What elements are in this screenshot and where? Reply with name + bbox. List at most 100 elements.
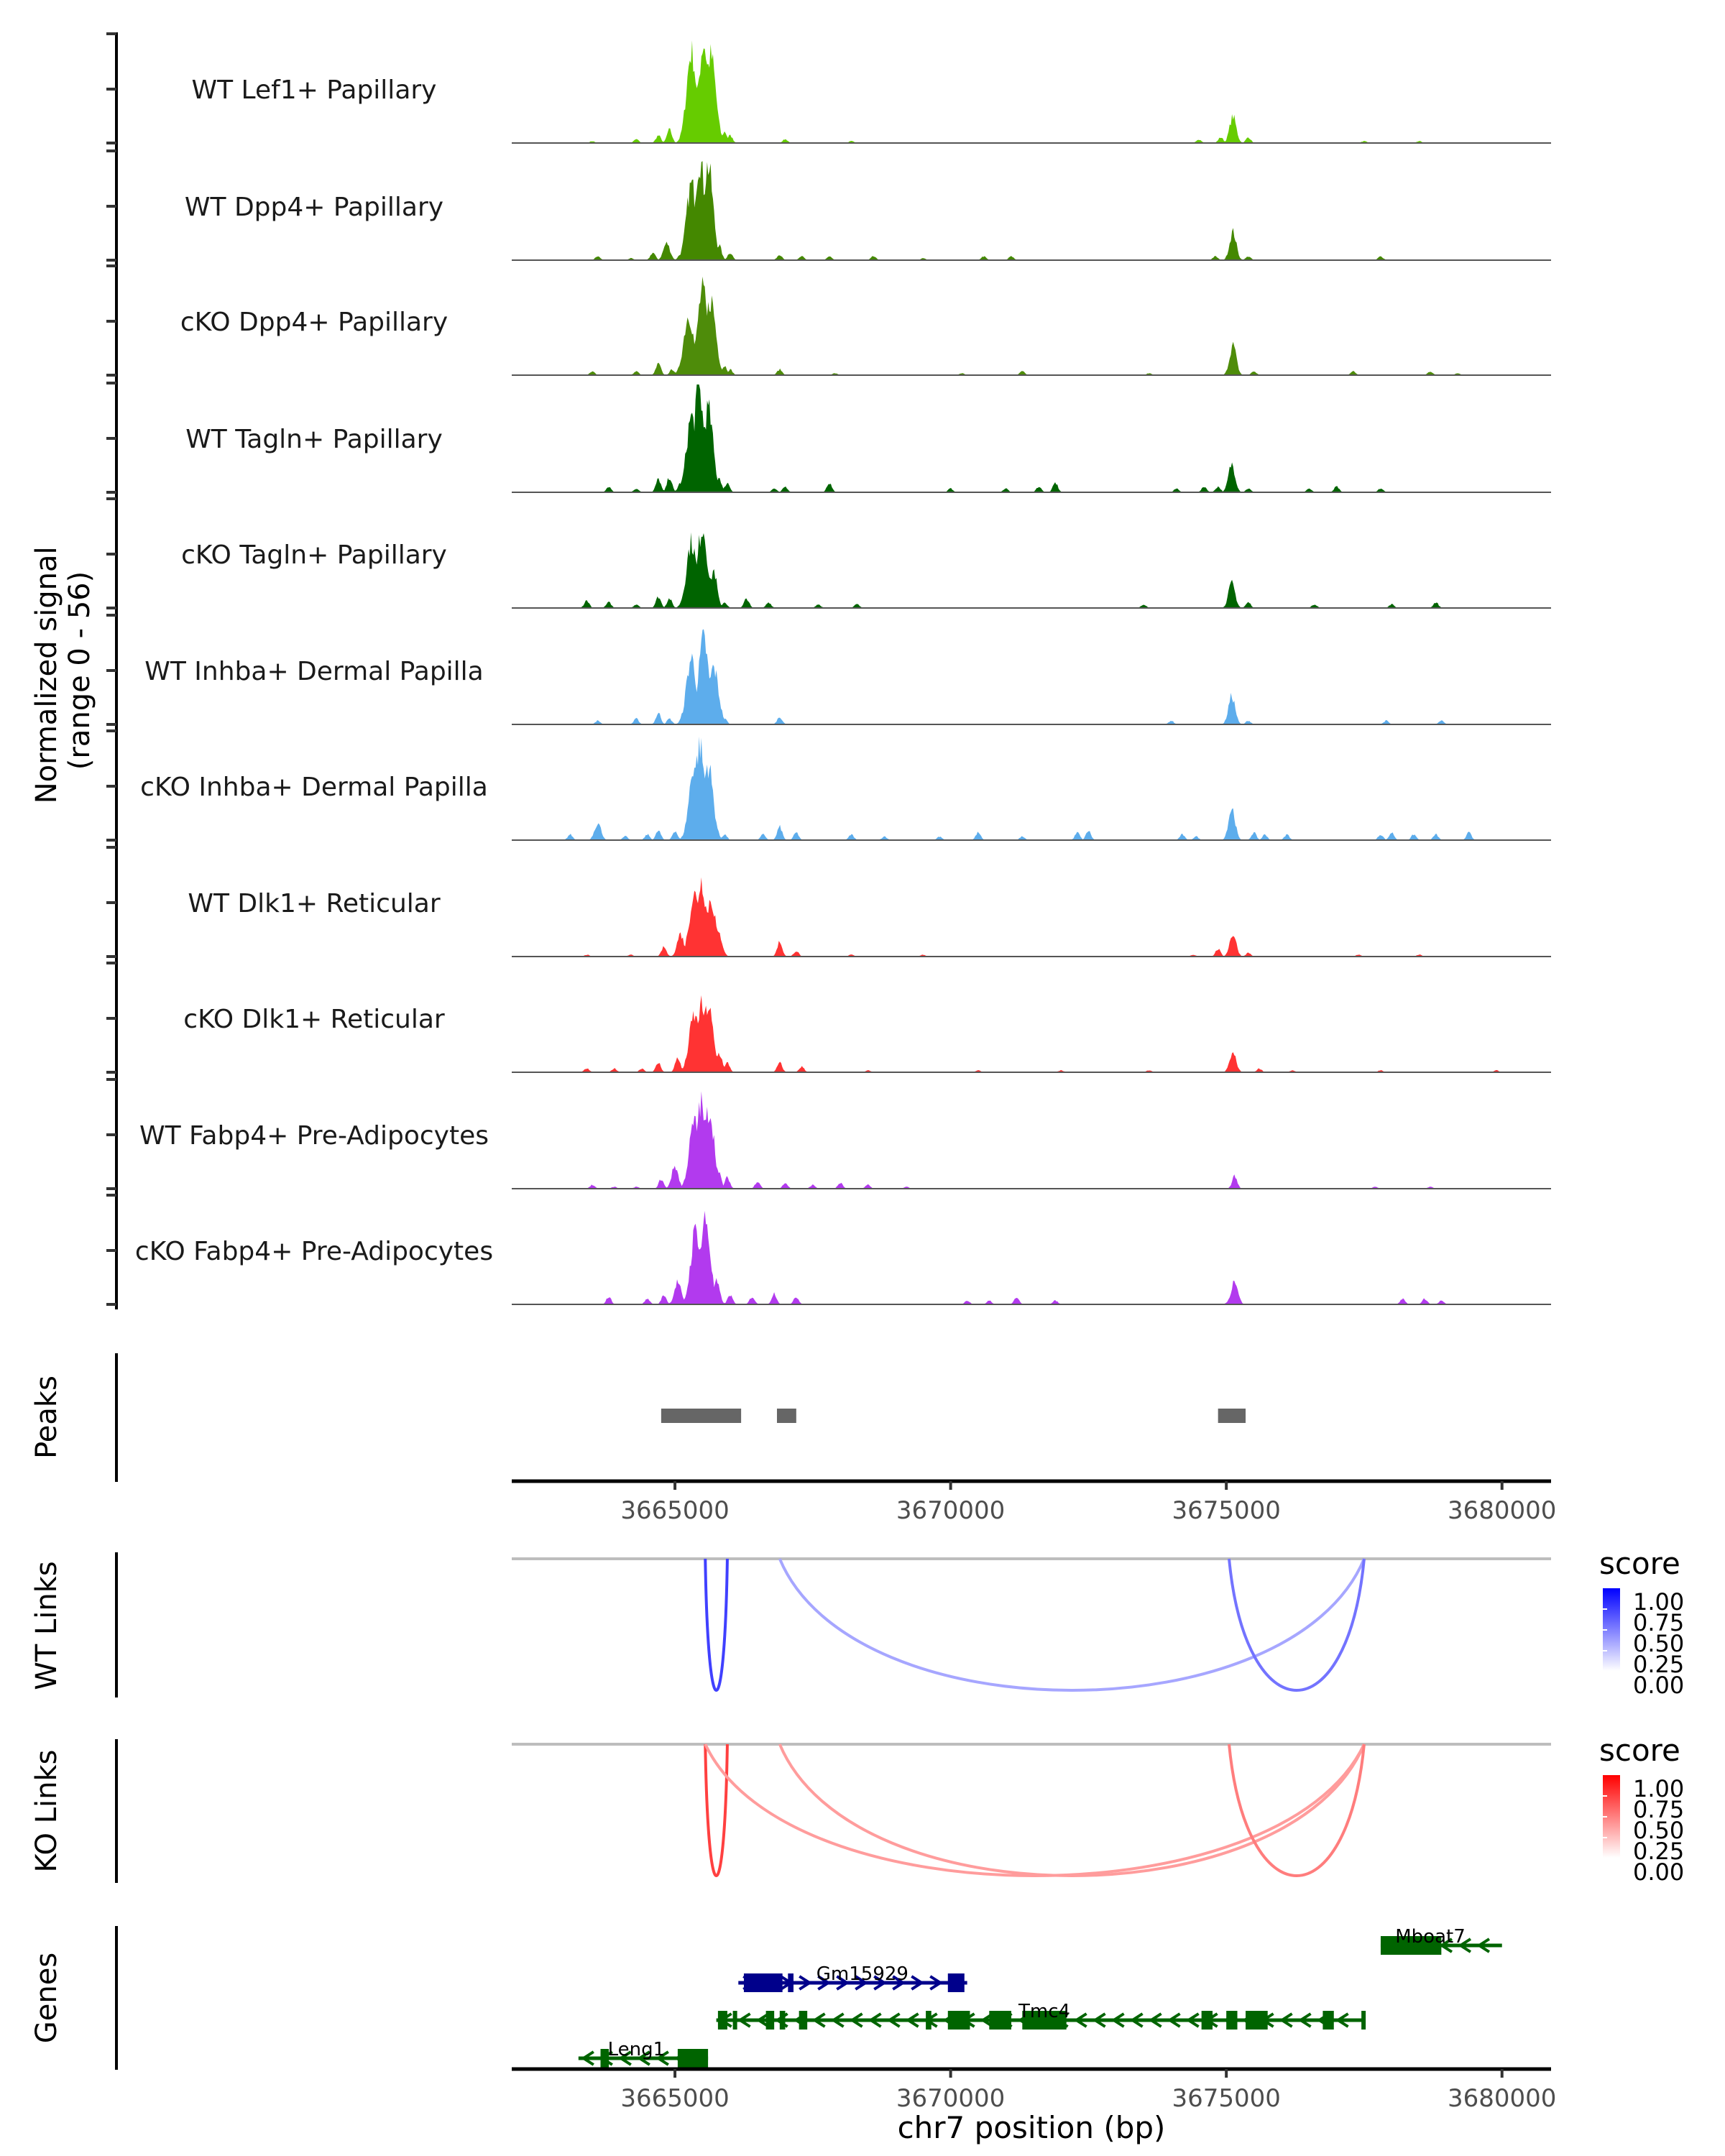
coverage-track: cKO Inhba+ Dermal Papilla	[140, 736, 1551, 841]
legend-tick-label: 0.75	[1633, 1796, 1684, 1823]
gene-label: Tmc4	[1018, 2001, 1070, 2022]
wt-links-legend: score 1.000.750.500.250.00	[1599, 1546, 1684, 1699]
gene-exon	[732, 2011, 737, 2030]
strand-chevron-icon	[1092, 2012, 1106, 2028]
gene-models: Mboat7 Gm15929 Tmc4 Leng1	[578, 1926, 1502, 2068]
track-label: WT Dpp4+ Papillary	[185, 193, 443, 222]
link-arc	[704, 1743, 1366, 1877]
gene-exon	[1246, 2011, 1268, 2030]
coverage-track: WT Dpp4+ Papillary	[185, 161, 1551, 261]
gene-model: Tmc4	[716, 2001, 1366, 2030]
track-label: cKO Inhba+ Dermal Papilla	[140, 773, 488, 802]
x-tick-label: 3680000	[1448, 1496, 1556, 1525]
coverage-y-ticks	[106, 32, 116, 1306]
strand-chevron-icon	[836, 1975, 850, 1991]
peaks-y-axis-title: Peaks	[30, 1376, 63, 1459]
ko-links-panel: KO Links score 1.000.750.500.250.00	[30, 1733, 1684, 1886]
coverage-area	[512, 532, 1551, 608]
coverage-track: cKO Fabp4+ Pre-Adipocytes	[135, 1210, 1551, 1305]
track-label: WT Dlk1+ Reticular	[188, 889, 440, 918]
strand-chevron-icon	[1167, 2012, 1181, 2028]
coverage-track: WT Dlk1+ Reticular	[188, 877, 1551, 957]
coverage-track: WT Inhba+ Dermal Papilla	[144, 629, 1551, 725]
gene-exon	[1380, 1936, 1442, 1955]
strand-chevron-icon	[1129, 2012, 1144, 2028]
x-axis-title: chr7 position (bp)	[898, 2110, 1166, 2145]
strand-chevron-icon	[1476, 1938, 1491, 1953]
coverage-y-axis-title-line2: (range 0 - 56)	[63, 571, 96, 770]
strand-chevron-icon	[1148, 2012, 1162, 2028]
strand-chevron-icon	[656, 2050, 669, 2066]
gene-exon	[717, 2011, 727, 2030]
track-label: cKO Dlk1+ Reticular	[183, 1005, 445, 1034]
legend-tick-label: 0.50	[1633, 1817, 1684, 1844]
strand-chevron-icon	[1185, 2012, 1200, 2028]
legend-title: score	[1599, 1733, 1680, 1768]
x-tick-label: 3675000	[1172, 1496, 1280, 1525]
track-label: cKO Fabp4+ Pre-Adipocytes	[135, 1237, 493, 1266]
strand-chevron-icon	[581, 2050, 594, 2066]
strand-chevron-icon	[1279, 2012, 1293, 2028]
gene-exon	[788, 1973, 794, 1992]
coverage-track: cKO Dlk1+ Reticular	[183, 995, 1551, 1073]
strand-chevron-icon	[1297, 2012, 1312, 2028]
strand-chevron-icon	[905, 2012, 919, 2028]
strand-chevron-icon	[737, 2012, 751, 2028]
peak-bar	[776, 1409, 796, 1423]
x-tick-label: 3665000	[620, 1496, 729, 1525]
gene-exon	[743, 1973, 783, 1992]
gene-exon	[1361, 2011, 1366, 2030]
wt-link-arcs	[704, 1558, 1366, 1692]
strand-chevron-icon	[637, 2050, 650, 2066]
track-label: WT Tagln+ Papillary	[185, 425, 443, 454]
legend-tick-label: 0.75	[1633, 1609, 1684, 1636]
coverage-panel: Normalized signal (range 0 - 56) WT Lef1…	[30, 32, 1551, 1309]
gene-exon	[926, 2011, 932, 2030]
legend-tick-label: 0.00	[1633, 1672, 1684, 1699]
genes-y-axis-title: Genes	[30, 1953, 63, 2043]
strand-chevron-icon	[1335, 2012, 1349, 2028]
gene-exon	[947, 2011, 970, 2030]
gene-exon	[1226, 2011, 1238, 2030]
strand-chevron-icon	[855, 1975, 868, 1991]
x-tick-label: 3680000	[1448, 2084, 1556, 2113]
coverage-y-axis-title-line1: Normalized signal	[30, 546, 63, 803]
coverage-track: WT Lef1+ Papillary	[192, 40, 1551, 144]
strand-chevron-icon	[849, 2012, 863, 2028]
genes-panel: Genes Mboat7 Gm15929 Tmc4 Leng1 3665000 3670…	[30, 1926, 1556, 2145]
track-label: cKO Dpp4+ Papillary	[180, 308, 448, 337]
strand-chevron-icon	[830, 2012, 845, 2028]
peak-bar	[661, 1409, 742, 1423]
link-arc	[778, 1743, 1366, 1877]
gene-exon	[1022, 2011, 1067, 2030]
legend-tick-label: 1.00	[1633, 1588, 1684, 1616]
coverage-area	[512, 1210, 1551, 1304]
coverage-track: WT Fabp4+ Pre-Adipocytes	[139, 1091, 1551, 1189]
coverage-track: cKO Dpp4+ Papillary	[180, 276, 1551, 376]
coverage-area	[512, 161, 1551, 260]
link-arc	[1228, 1743, 1366, 1877]
legend-tick-label: 0.25	[1633, 1838, 1684, 1865]
link-arc	[704, 1743, 729, 1877]
strand-chevron-icon	[886, 2012, 901, 2028]
legend-tick-label: 0.50	[1633, 1630, 1684, 1657]
coverage-area	[512, 1091, 1551, 1189]
strand-chevron-icon	[873, 1975, 887, 1991]
peaks-x-axis: 3665000 3670000 3675000 3680000	[512, 1479, 1556, 1525]
x-tick-label: 3665000	[620, 2084, 729, 2113]
track-label: WT Fabp4+ Pre-Adipocytes	[139, 1121, 489, 1151]
x-tick-label: 3670000	[896, 2084, 1005, 2113]
gene-exon	[1322, 2011, 1334, 2030]
track-label: cKO Tagln+ Papillary	[181, 540, 447, 570]
link-arc	[704, 1558, 729, 1692]
legend-tick-label: 1.00	[1633, 1775, 1684, 1802]
coverage-area	[512, 629, 1551, 724]
coverage-area	[512, 40, 1551, 143]
peaks-panel: Peaks 3665000 3670000 3675000 3680000	[30, 1353, 1556, 1525]
track-label: WT Lef1+ Papillary	[192, 75, 437, 105]
ko-link-arcs	[704, 1743, 1366, 1877]
link-arc	[1228, 1558, 1366, 1692]
gene-exon	[947, 1973, 965, 1992]
gene-exon	[1201, 2011, 1213, 2030]
gene-label: Gm15929	[816, 1963, 908, 1985]
